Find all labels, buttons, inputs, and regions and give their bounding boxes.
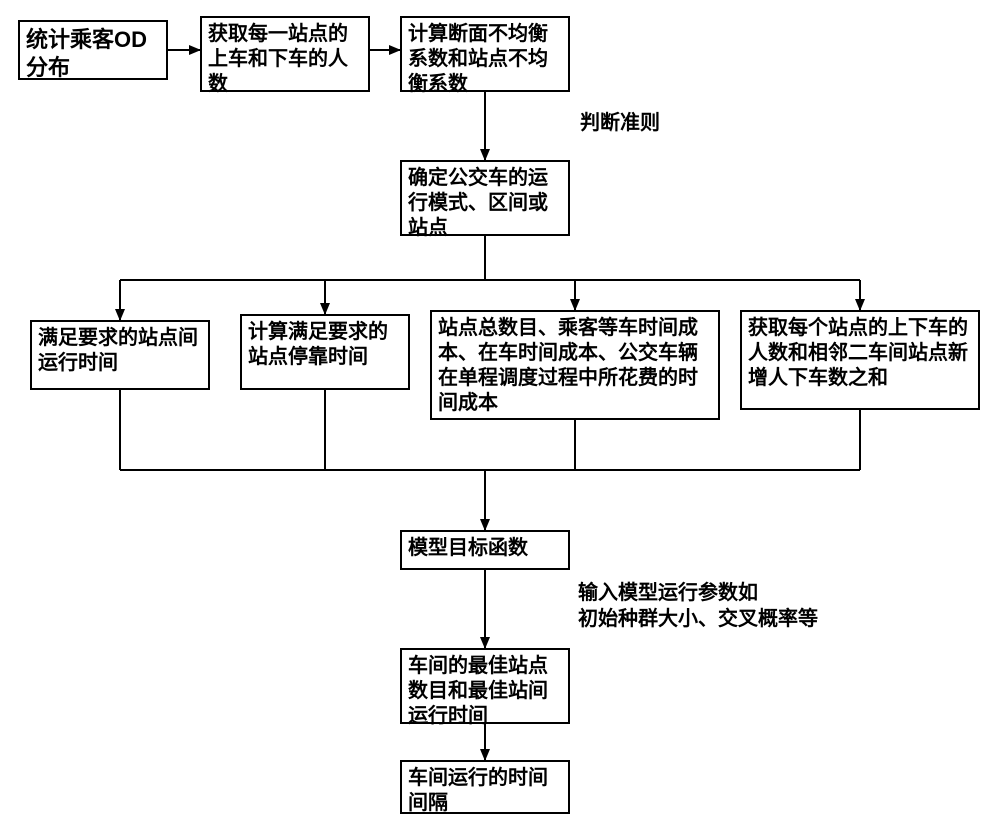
flow-node-n5: 满足要求的站点间运行时间 [30,320,210,390]
flow-node-n9: 模型目标函数 [400,530,570,570]
flow-node-n11: 车间运行的时间间隔 [400,760,570,814]
edge-label-e_judge: 判断准则 [580,110,660,136]
flow-node-n3: 计算断面不均衡系数和站点不均衡系数 [400,16,570,92]
flow-node-n8: 获取每个站点的上下车的人数和相邻二车间站点新增人下车数之和 [740,310,980,410]
edge-label-e_params: 输入模型运行参数如 初始种群大小、交叉概率等 [578,580,818,632]
flowchart-canvas: 统计乘客OD分布获取每一站点的上车和下车的人数计算断面不均衡系数和站点不均衡系数… [0,0,1000,820]
flow-node-n4: 确定公交车的运行模式、区间或站点 [400,160,570,236]
flow-node-n6: 计算满足要求的站点停靠时间 [240,314,410,390]
flow-node-n10: 车间的最佳站点数目和最佳站间运行时间 [400,648,570,724]
flow-node-n1: 统计乘客OD分布 [18,20,168,80]
flow-node-n2: 获取每一站点的上车和下车的人数 [200,16,370,92]
flow-node-n7: 站点总数目、乘客等车时间成本、在车时间成本、公交车辆在单程调度过程中所花费的时间… [430,310,720,420]
